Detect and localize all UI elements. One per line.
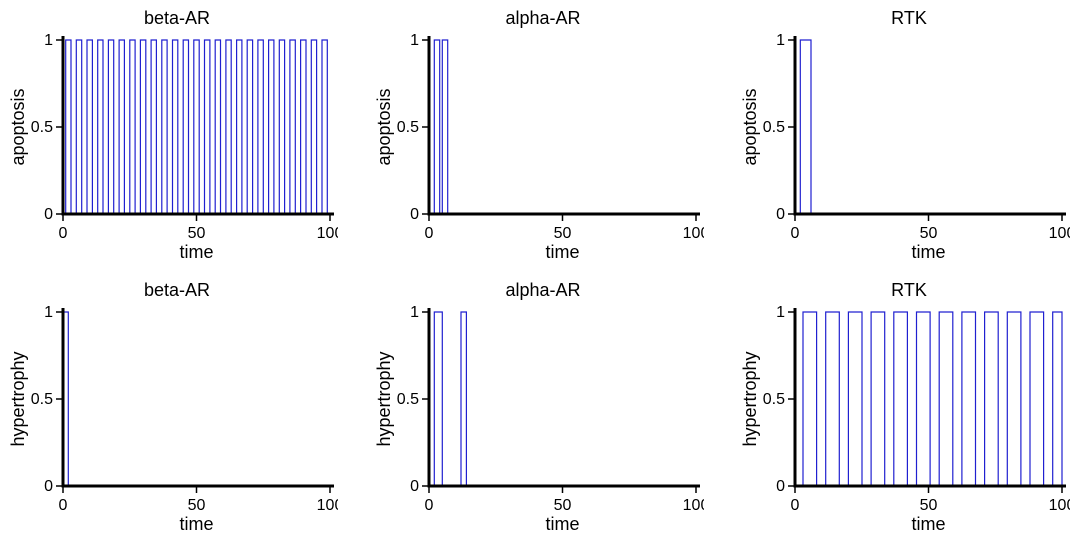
x-tick-label: 100: [683, 225, 704, 242]
x-tick-label: 100: [1049, 225, 1070, 242]
panel-title: alpha-AR: [374, 8, 712, 30]
y-axis-label: hypertrophy: [740, 351, 760, 446]
trace-line: [63, 40, 330, 214]
chart-panel: alpha-AR 0 50 100 0 0.5 1 time apoptosis: [374, 8, 712, 262]
chart-svg: 0 50 100 0 0.5 1 time apoptosis: [8, 32, 338, 262]
y-tick-label: 0.5: [397, 391, 419, 408]
y-tick-label: 1: [44, 304, 53, 321]
x-axis-label: time: [911, 514, 945, 534]
trace-line: [63, 312, 330, 486]
trace-line: [795, 312, 1062, 486]
x-tick-label: 0: [425, 497, 434, 514]
y-tick-label: 0: [410, 206, 419, 223]
panel-title: beta-AR: [8, 280, 346, 302]
trace-line: [795, 40, 1062, 214]
y-tick-label: 0.5: [31, 391, 53, 408]
trace-line: [429, 312, 696, 486]
panel-title: alpha-AR: [374, 280, 712, 302]
chart-grid: beta-AR05010000.51timeapoptosisalpha-AR0…: [8, 8, 1078, 534]
y-tick-label: 0: [410, 478, 419, 495]
axis-line: [795, 36, 1066, 214]
x-axis-label: time: [545, 242, 579, 262]
x-tick-label: 100: [317, 225, 338, 242]
y-axis-label: apoptosis: [8, 88, 28, 165]
y-tick-label: 0.5: [763, 391, 785, 408]
x-axis-label: time: [179, 514, 213, 534]
x-axis-label: time: [911, 242, 945, 262]
y-axis-label: hypertrophy: [8, 351, 28, 446]
chart-svg: 0 50 100 0 0.5 1 time apoptosis: [740, 32, 1070, 262]
chart-panel: alpha-AR 0 50 100 0 0.5 1 time hypertrophy: [374, 280, 712, 534]
x-tick-label: 50: [188, 225, 206, 242]
x-tick-label: 0: [59, 225, 68, 242]
y-tick-label: 1: [44, 32, 53, 49]
x-tick-label: 50: [188, 497, 206, 514]
panel-title: RTK: [740, 280, 1078, 302]
y-tick-label: 0: [776, 478, 785, 495]
x-tick-label: 0: [59, 497, 68, 514]
chart-panel: RTK 0 50 100 0 0.5 1 time apoptosis: [740, 8, 1078, 262]
x-axis-label: time: [179, 242, 213, 262]
chart-panel: beta-AR 0 50 100 0 0.5 1 time hypertrophy: [8, 280, 346, 534]
y-tick-label: 0.5: [397, 119, 419, 136]
y-tick-label: 0: [44, 478, 53, 495]
chart-svg: 0 50 100 0 0.5 1 time hypertrophy: [8, 304, 338, 534]
x-tick-label: 50: [920, 225, 938, 242]
y-axis-label: apoptosis: [374, 88, 394, 165]
x-tick-label: 0: [425, 225, 434, 242]
x-tick-label: 50: [920, 497, 938, 514]
trace-line: [429, 40, 696, 214]
y-tick-label: 1: [410, 32, 419, 49]
x-tick-label: 0: [791, 225, 800, 242]
y-tick-label: 1: [776, 304, 785, 321]
x-tick-label: 0: [791, 497, 800, 514]
x-tick-label: 50: [554, 225, 572, 242]
axis-line: [63, 308, 334, 486]
y-tick-label: 1: [776, 32, 785, 49]
y-tick-label: 1: [410, 304, 419, 321]
axis-line: [429, 36, 700, 214]
chart-panel: RTK 0 50 100 0 0.5 1 time hypertrophy: [740, 280, 1078, 534]
y-tick-label: 0: [44, 206, 53, 223]
panel-title: RTK: [740, 8, 1078, 30]
y-tick-label: 0.5: [763, 119, 785, 136]
y-axis-label: apoptosis: [740, 88, 760, 165]
x-tick-label: 50: [554, 497, 572, 514]
x-tick-label: 100: [1049, 497, 1070, 514]
x-tick-label: 100: [683, 497, 704, 514]
chart-svg: 0 50 100 0 0.5 1 time hypertrophy: [374, 304, 704, 534]
chart-svg: 0 50 100 0 0.5 1 time apoptosis: [374, 32, 704, 262]
x-tick-label: 100: [317, 497, 338, 514]
y-tick-label: 0.5: [31, 119, 53, 136]
panel-title: beta-AR: [8, 8, 346, 30]
chart-svg: 0 50 100 0 0.5 1 time hypertrophy: [740, 304, 1070, 534]
axis-line: [429, 308, 700, 486]
axis-line: [63, 36, 334, 214]
x-axis-label: time: [545, 514, 579, 534]
y-tick-label: 0: [776, 206, 785, 223]
chart-panel: beta-AR 0 50 100 0 0.5 1 time apoptosis: [8, 8, 346, 262]
y-axis-label: hypertrophy: [374, 351, 394, 446]
